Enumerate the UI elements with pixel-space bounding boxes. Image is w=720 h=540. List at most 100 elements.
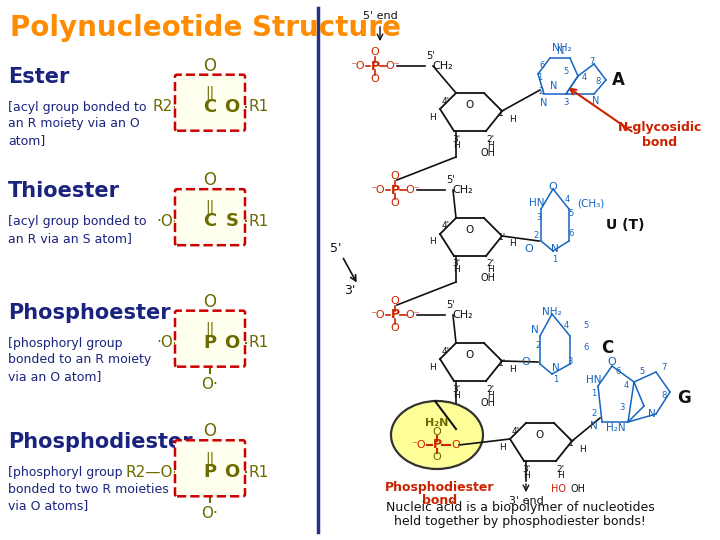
Text: ·O: ·O — [156, 214, 173, 228]
Text: 5': 5' — [330, 241, 342, 254]
Text: R1: R1 — [248, 99, 269, 114]
Text: O: O — [225, 334, 240, 352]
Text: O: O — [225, 98, 240, 116]
Text: O: O — [204, 293, 217, 310]
Text: Thioester: Thioester — [8, 181, 120, 201]
Text: 1': 1' — [568, 438, 576, 448]
Text: Ester: Ester — [8, 67, 69, 87]
Text: [phosphoryl group
bonded to an R moiety
via an O atom]: [phosphoryl group bonded to an R moiety … — [8, 336, 151, 383]
Text: H: H — [579, 444, 585, 454]
Text: N: N — [557, 46, 564, 56]
Text: O⁻: O⁻ — [405, 310, 420, 320]
Text: N: N — [648, 409, 656, 419]
Text: 4': 4' — [442, 97, 450, 105]
Text: NH₂: NH₂ — [552, 43, 572, 53]
Text: O: O — [391, 323, 400, 333]
Text: ⁻O: ⁻O — [412, 440, 426, 450]
Text: G: G — [677, 389, 691, 407]
Text: 4': 4' — [442, 221, 450, 231]
Text: HN: HN — [586, 375, 602, 385]
Text: 3: 3 — [563, 98, 569, 107]
Text: 3': 3' — [344, 284, 356, 296]
Text: OH: OH — [480, 273, 495, 283]
Text: Phosphodiester: Phosphodiester — [385, 481, 495, 494]
Text: [acyl group bonded to
an R via an S atom]: [acyl group bonded to an R via an S atom… — [8, 215, 146, 245]
Text: H: H — [499, 442, 505, 451]
FancyBboxPatch shape — [175, 310, 245, 367]
Text: H: H — [453, 140, 459, 150]
FancyBboxPatch shape — [175, 440, 245, 496]
Text: C: C — [203, 212, 217, 230]
Text: ⁻O: ⁻O — [371, 185, 385, 195]
Text: H₂N: H₂N — [426, 418, 449, 428]
Text: O: O — [608, 357, 616, 367]
Text: 5: 5 — [563, 68, 569, 77]
Text: O: O — [371, 74, 379, 84]
Text: H: H — [523, 470, 529, 480]
Text: O·: O· — [202, 507, 218, 521]
Text: O⁻: O⁻ — [386, 61, 400, 71]
Text: O: O — [225, 463, 240, 481]
Text: 2: 2 — [534, 231, 539, 240]
Text: 3: 3 — [619, 403, 625, 413]
Text: O: O — [391, 171, 400, 181]
Text: N: N — [550, 81, 558, 91]
Text: ||: || — [205, 200, 215, 214]
Text: O: O — [204, 171, 217, 189]
Text: N: N — [593, 96, 600, 106]
Text: OH: OH — [570, 484, 585, 494]
Text: H₂N: H₂N — [606, 423, 626, 433]
Text: Polynucleotide Structure: Polynucleotide Structure — [10, 14, 401, 42]
Text: 3: 3 — [567, 357, 572, 367]
Text: R1: R1 — [248, 214, 269, 228]
Text: N-glycosidic: N-glycosidic — [618, 122, 702, 134]
Text: H: H — [508, 240, 516, 248]
Text: N: N — [540, 98, 548, 108]
Text: 5: 5 — [583, 321, 589, 330]
Text: 1: 1 — [552, 254, 557, 264]
Text: 8: 8 — [661, 392, 667, 401]
Text: 6: 6 — [539, 60, 545, 70]
Text: ⁻O: ⁻O — [371, 310, 385, 320]
Text: H: H — [508, 364, 516, 374]
Text: 6: 6 — [616, 368, 621, 376]
Text: ·O: ·O — [156, 335, 173, 350]
Text: 6: 6 — [583, 343, 589, 353]
Text: U (T): U (T) — [606, 218, 644, 232]
Text: 2': 2' — [486, 260, 494, 268]
Text: ||: || — [205, 451, 215, 465]
Text: CH₂: CH₂ — [453, 185, 473, 195]
Text: 4: 4 — [624, 381, 629, 390]
Text: OH: OH — [480, 148, 495, 158]
Text: N: N — [590, 421, 598, 431]
Text: OH: OH — [480, 398, 495, 408]
Text: 1: 1 — [537, 73, 543, 83]
Text: CH₂: CH₂ — [433, 61, 454, 71]
Text: 7: 7 — [661, 363, 667, 373]
Text: NH₂: NH₂ — [542, 307, 562, 317]
Text: H: H — [557, 470, 563, 480]
Text: O: O — [536, 430, 544, 440]
Text: O: O — [371, 47, 379, 57]
Text: 3: 3 — [536, 213, 541, 221]
Text: 2': 2' — [486, 134, 494, 144]
Text: N: N — [552, 363, 560, 373]
Text: 3': 3' — [452, 384, 460, 394]
Text: O: O — [466, 100, 474, 110]
Text: H: H — [487, 266, 493, 274]
Text: Nucleic acid is a biopolymer of nucleotides: Nucleic acid is a biopolymer of nucleoti… — [386, 502, 654, 515]
Text: 7: 7 — [589, 57, 595, 66]
Text: 1': 1' — [498, 359, 506, 368]
Text: 4': 4' — [442, 347, 450, 355]
Text: bond: bond — [642, 137, 678, 150]
Text: O·: O· — [202, 377, 218, 392]
Text: H: H — [428, 362, 436, 372]
Text: ⁻O: ⁻O — [351, 61, 365, 71]
Text: 5': 5' — [426, 51, 435, 61]
Text: N: N — [551, 244, 559, 254]
Text: S: S — [225, 212, 238, 230]
Text: O: O — [204, 57, 217, 75]
Text: held together by phosphodiester bonds!: held together by phosphodiester bonds! — [394, 516, 646, 529]
Text: 2: 2 — [591, 409, 597, 418]
Text: Phosphodiester: Phosphodiester — [8, 433, 193, 453]
